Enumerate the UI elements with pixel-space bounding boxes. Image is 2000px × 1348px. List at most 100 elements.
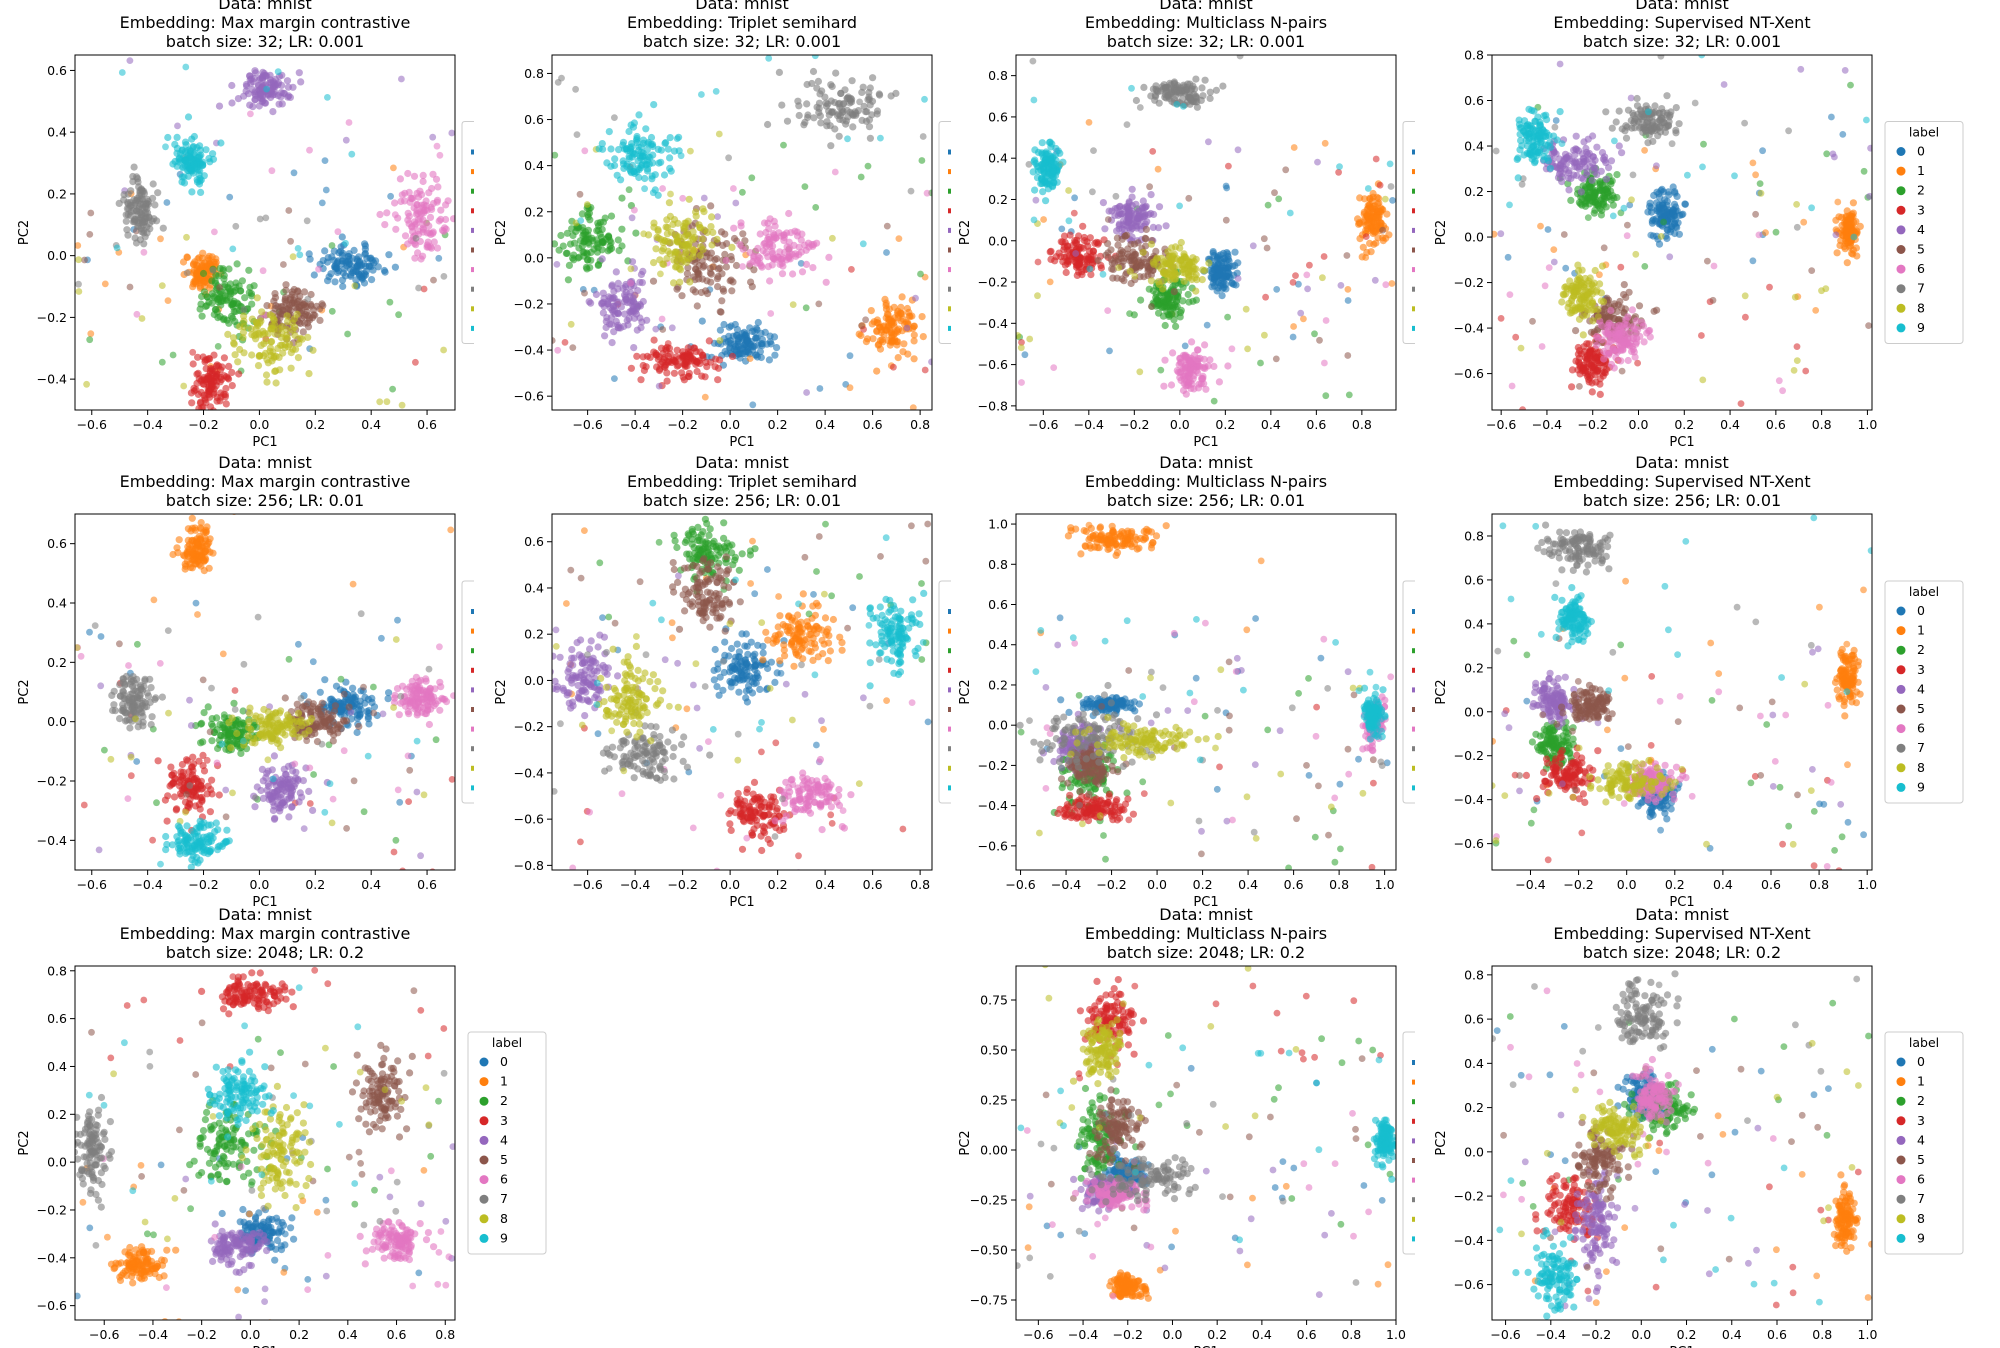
point-label-6: [767, 310, 775, 317]
point-label-8: [1177, 238, 1185, 247]
point-label-7: [831, 125, 839, 133]
legend-marker-clipped: [1412, 169, 1415, 175]
point-label-8: [1192, 287, 1200, 295]
point-label-5: [1144, 271, 1152, 280]
point-label-8: [1198, 276, 1206, 284]
point-label-4: [1072, 250, 1080, 257]
point-label-0: [331, 278, 339, 286]
legend-marker-clipped: [948, 169, 951, 175]
x-tick-label: −0.6: [1028, 417, 1058, 432]
point-label-0: [771, 351, 779, 359]
point-label-2: [601, 214, 609, 222]
point-label-1: [1290, 144, 1298, 151]
point-label-2: [812, 204, 820, 211]
point-label-3: [679, 354, 687, 362]
point-label-6: [1600, 355, 1608, 363]
point-label-0: [846, 352, 854, 360]
point-label-7: [1623, 123, 1631, 131]
point-label-1: [882, 305, 891, 313]
point-label-7: [1661, 128, 1669, 136]
point-label-7: [124, 198, 132, 206]
point-label-2: [1137, 296, 1145, 304]
point-label-9: [635, 111, 643, 119]
point-label-3: [1372, 155, 1380, 163]
point-label-5: [287, 237, 294, 245]
point-label-9: [633, 132, 641, 141]
point-label-1: [212, 258, 220, 266]
point-label-7: [573, 131, 581, 139]
point-label-2: [225, 265, 233, 273]
point-label-1: [1842, 212, 1850, 220]
point-label-4: [1597, 167, 1605, 175]
point-label-4: [803, 389, 810, 396]
point-label-8: [1182, 255, 1190, 264]
legend-marker-clipped: [471, 169, 474, 175]
point-label-6: [1382, 281, 1390, 289]
point-label-7: [1192, 92, 1200, 100]
point-label-8: [1126, 267, 1134, 275]
x-tick-label: −0.4: [620, 417, 650, 432]
point-label-1: [1832, 216, 1840, 224]
point-label-8: [1699, 376, 1707, 384]
point-label-2: [1179, 283, 1187, 291]
point-label-5: [552, 337, 556, 344]
point-label-7: [137, 224, 145, 232]
point-label-9: [162, 143, 169, 151]
point-label-5: [1704, 257, 1711, 265]
point-label-8: [627, 265, 635, 273]
point-label-6: [679, 194, 687, 202]
point-label-6: [765, 235, 773, 244]
point-label-7: [869, 74, 877, 82]
point-label-6: [422, 197, 430, 205]
point-label-6: [442, 215, 450, 224]
point-label-3: [220, 390, 228, 398]
point-label-6: [396, 175, 404, 183]
point-label-2: [1660, 218, 1667, 226]
point-label-8: [1017, 344, 1025, 352]
point-label-0: [305, 250, 313, 258]
point-label-1: [895, 235, 903, 243]
point-label-2: [864, 162, 872, 170]
point-label-8: [1822, 285, 1830, 293]
point-label-0: [1672, 207, 1680, 215]
point-label-3: [554, 413, 561, 420]
point-label-4: [1099, 199, 1107, 207]
point-label-4: [1314, 158, 1321, 166]
point-label-0: [321, 247, 329, 255]
point-label-5: [430, 276, 437, 284]
point-label-2: [917, 270, 924, 278]
point-label-8: [283, 312, 291, 320]
point-label-7: [1154, 88, 1162, 96]
point-label-7: [1192, 75, 1200, 83]
point-label-8: [1162, 270, 1170, 278]
point-label-7: [573, 1, 580, 8]
point-label-5: [288, 288, 296, 296]
point-label-3: [680, 360, 688, 368]
panel-title-params: batch size: 32; LR: 0.001: [1583, 32, 1781, 51]
point-label-3: [620, 450, 627, 457]
point-label-8: [1115, 264, 1123, 272]
point-label-2: [780, 141, 787, 149]
point-label-6: [1137, 462, 1144, 469]
point-label-8: [1166, 252, 1174, 260]
point-label-7: [154, 189, 162, 197]
point-label-7: [125, 205, 133, 213]
point-label-8: [1189, 254, 1197, 262]
point-label-8: [1160, 261, 1168, 269]
point-label-7: [1649, 137, 1657, 145]
point-label-2: [1210, 397, 1218, 405]
point-label-3: [1519, 406, 1526, 410]
point-label-7: [835, 110, 843, 118]
point-label-7: [136, 189, 144, 197]
point-label-9: [619, 138, 628, 146]
point-label-9: [1031, 186, 1039, 194]
point-label-0: [751, 328, 759, 336]
point-label-5: [1316, 336, 1323, 344]
point-label-8: [267, 338, 275, 346]
point-label-9: [173, 133, 181, 141]
point-label-2: [1577, 200, 1585, 208]
point-label-3: [701, 373, 709, 381]
point-label-7: [412, 234, 420, 242]
point-label-4: [1234, 275, 1242, 282]
point-label-0: [1626, 201, 1634, 209]
